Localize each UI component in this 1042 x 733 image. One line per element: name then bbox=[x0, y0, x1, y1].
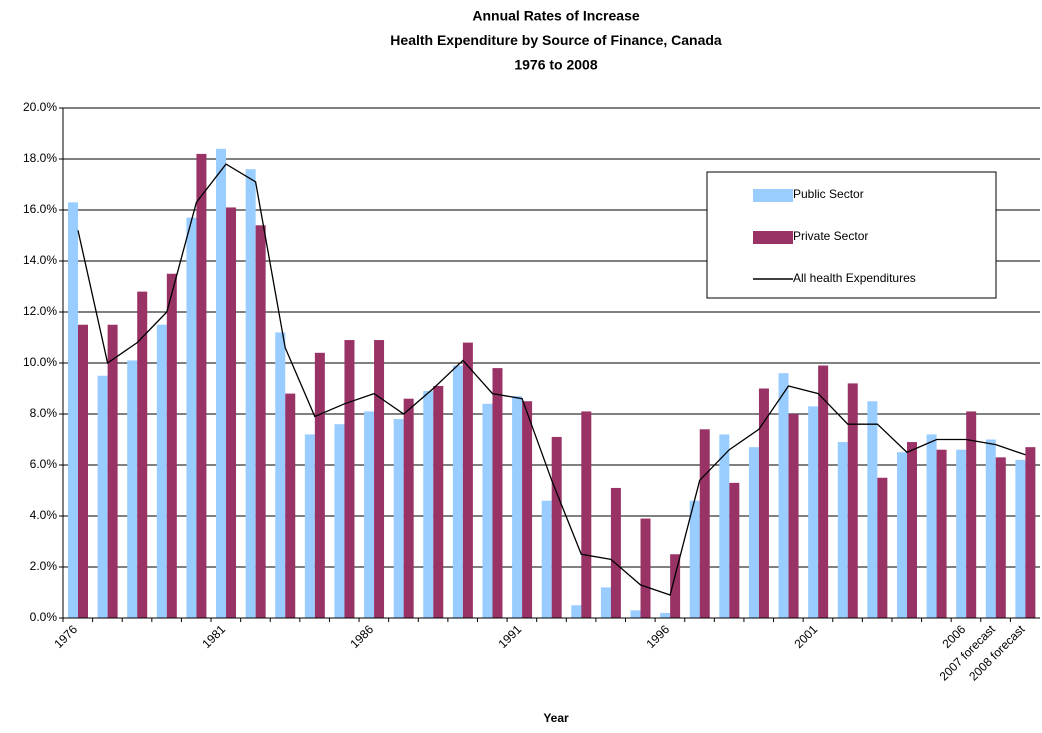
bar bbox=[344, 340, 355, 618]
bar bbox=[985, 439, 996, 618]
bar bbox=[699, 429, 710, 618]
y-tick-label: 12.0% bbox=[23, 304, 57, 318]
bar bbox=[1025, 447, 1036, 618]
bar bbox=[216, 148, 227, 619]
bar bbox=[364, 411, 375, 618]
bar bbox=[719, 434, 730, 618]
bar bbox=[808, 406, 819, 618]
chart-title: Health Expenditure by Source of Finance,… bbox=[390, 32, 722, 48]
x-tick-label: 1991 bbox=[495, 622, 524, 651]
bar bbox=[512, 396, 523, 618]
y-tick-label: 6.0% bbox=[30, 457, 58, 471]
bar bbox=[877, 477, 888, 618]
bar bbox=[689, 500, 700, 618]
y-tick-label: 4.0% bbox=[30, 508, 58, 522]
bar bbox=[186, 217, 197, 618]
bar bbox=[285, 393, 296, 618]
legend: Public Sector Private Sector All health Ex… bbox=[706, 171, 997, 299]
legend-swatch bbox=[753, 231, 793, 244]
bar bbox=[956, 449, 967, 618]
bar bbox=[1015, 459, 1026, 618]
x-tick-label: 1976 bbox=[51, 622, 80, 651]
bar bbox=[867, 401, 878, 618]
bar bbox=[196, 153, 207, 618]
bar bbox=[788, 414, 799, 618]
bar bbox=[936, 449, 947, 618]
y-tick-label: 18.0% bbox=[23, 151, 57, 165]
chart-title: Annual Rates of Increase bbox=[472, 8, 639, 24]
bar bbox=[374, 340, 385, 618]
bar bbox=[433, 385, 444, 618]
bar bbox=[966, 411, 977, 618]
bar bbox=[847, 383, 858, 618]
bar bbox=[818, 365, 829, 618]
bar bbox=[581, 411, 592, 618]
bar bbox=[896, 452, 907, 618]
bar bbox=[304, 434, 315, 618]
bar bbox=[571, 605, 582, 618]
bar bbox=[906, 442, 917, 618]
bar bbox=[403, 398, 414, 618]
bar bbox=[729, 482, 740, 618]
bar bbox=[541, 500, 552, 618]
bar bbox=[127, 360, 138, 618]
bar bbox=[452, 365, 463, 618]
legend-label: Private Sector bbox=[793, 229, 868, 243]
x-tick-label: 1981 bbox=[199, 622, 228, 651]
bar bbox=[255, 225, 266, 619]
bar bbox=[462, 342, 473, 618]
bar bbox=[482, 403, 493, 618]
bar bbox=[78, 324, 88, 618]
bar bbox=[758, 388, 769, 618]
bar bbox=[226, 207, 237, 618]
y-tick-label: 10.0% bbox=[23, 355, 57, 369]
bar bbox=[670, 554, 681, 618]
x-axis-label: Year bbox=[543, 711, 569, 725]
y-tick-label: 14.0% bbox=[23, 253, 57, 267]
bar bbox=[610, 487, 621, 618]
x-tick-label: 1996 bbox=[643, 622, 672, 651]
bar bbox=[837, 442, 848, 618]
y-tick-label: 16.0% bbox=[23, 202, 57, 216]
bar bbox=[551, 436, 562, 618]
bar bbox=[660, 612, 671, 618]
bar bbox=[522, 401, 533, 618]
y-tick-label: 8.0% bbox=[30, 406, 58, 420]
bar bbox=[492, 368, 503, 618]
bar bbox=[156, 324, 167, 618]
x-tick-label: 1986 bbox=[347, 622, 376, 651]
bar bbox=[748, 447, 759, 618]
bar bbox=[97, 375, 108, 618]
bar bbox=[995, 457, 1006, 618]
x-tick-label: 2001 bbox=[791, 622, 820, 651]
line bbox=[77, 163, 1026, 596]
bar bbox=[630, 610, 641, 618]
bar bbox=[778, 373, 789, 618]
y-tick-label: 2.0% bbox=[30, 559, 58, 573]
y-tick-label: 20.0% bbox=[23, 100, 57, 114]
legend-swatch bbox=[753, 189, 793, 202]
bar bbox=[423, 391, 434, 618]
chart-title: 1976 to 2008 bbox=[514, 57, 597, 73]
bar bbox=[68, 202, 78, 618]
legend-label: All health Expenditures bbox=[793, 271, 916, 285]
legend-label: Public Sector bbox=[793, 187, 864, 201]
bar bbox=[926, 434, 937, 618]
bar bbox=[600, 587, 611, 618]
bar bbox=[166, 273, 177, 618]
bar bbox=[107, 324, 118, 618]
bar bbox=[275, 332, 286, 618]
bar bbox=[334, 424, 345, 618]
bar bbox=[137, 291, 148, 618]
bar bbox=[314, 352, 325, 618]
bar bbox=[393, 419, 404, 618]
bar bbox=[640, 518, 651, 618]
y-tick-label: 0.0% bbox=[30, 610, 58, 624]
bar bbox=[245, 169, 256, 618]
